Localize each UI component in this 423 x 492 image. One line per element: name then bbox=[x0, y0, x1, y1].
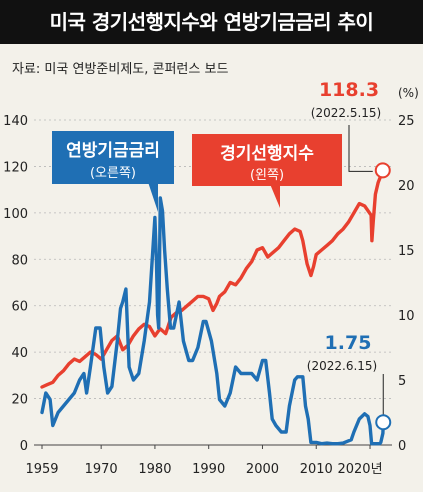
fed-end-date: (2022.6.15) bbox=[307, 359, 377, 373]
lei-end-value: 118.3 bbox=[319, 79, 379, 101]
lei-end-leader bbox=[349, 125, 373, 171]
callouts: 연방기금금리 (오른쪽) 경기선행지수 (왼쪽) 118.3 (2022.5.15) 1.7… bbox=[52, 79, 390, 429]
left-tick-label: 120 bbox=[3, 160, 28, 175]
left-tick-label: 40 bbox=[11, 346, 28, 361]
x-tick-label: 2000 bbox=[246, 462, 279, 477]
left-tick-label: 140 bbox=[3, 114, 28, 129]
left-tick-label: 60 bbox=[11, 300, 28, 315]
x-tick-label: 2020년 bbox=[337, 462, 382, 477]
x-tick-label: 1980 bbox=[138, 462, 171, 477]
right-tick-label: 5 bbox=[398, 374, 406, 389]
fed-end-value: 1.75 bbox=[325, 332, 372, 354]
left-tick-label: 0 bbox=[20, 439, 28, 454]
x-tick-label: 1959 bbox=[25, 462, 58, 477]
right-axis-ticks: 0 5 10 15 20 25 (%) bbox=[398, 86, 419, 454]
lei-label-name: 경기선행지수 bbox=[220, 144, 314, 164]
right-tick-label: 0 bbox=[398, 439, 406, 454]
x-tick-label: 2010 bbox=[300, 462, 333, 477]
left-tick-label: 20 bbox=[11, 393, 28, 408]
right-tick-label: 20 bbox=[398, 179, 415, 194]
right-tick-label: 15 bbox=[398, 244, 415, 259]
lei-label-pointer bbox=[270, 184, 280, 208]
lei-end-date: (2022.5.15) bbox=[311, 106, 381, 120]
right-tick-label: 10 bbox=[398, 309, 415, 324]
fed-label-axis: (오른쪽) bbox=[90, 166, 136, 181]
right-tick-label: 25 bbox=[398, 114, 415, 129]
fed-label-name: 연방기금금리 bbox=[66, 141, 160, 161]
lei-end-marker bbox=[376, 163, 390, 177]
x-tick-label: 1970 bbox=[85, 462, 118, 477]
fed-end-marker bbox=[376, 415, 390, 429]
left-axis-ticks: 0 20 40 60 80 100 120 140 bbox=[3, 114, 28, 454]
lei-label-axis: (왼쪽) bbox=[250, 168, 284, 183]
x-tick-label: 1990 bbox=[192, 462, 225, 477]
right-axis-unit: (%) bbox=[398, 86, 419, 100]
left-tick-label: 100 bbox=[3, 207, 28, 222]
series-line-fed-rate bbox=[42, 198, 383, 444]
x-axis-ticks: 1959 1970 1980 1990 2000 2010 2020년 bbox=[25, 445, 382, 477]
series-lines bbox=[42, 170, 383, 443]
fed-label-pointer bbox=[148, 182, 158, 212]
left-tick-label: 80 bbox=[11, 253, 28, 268]
